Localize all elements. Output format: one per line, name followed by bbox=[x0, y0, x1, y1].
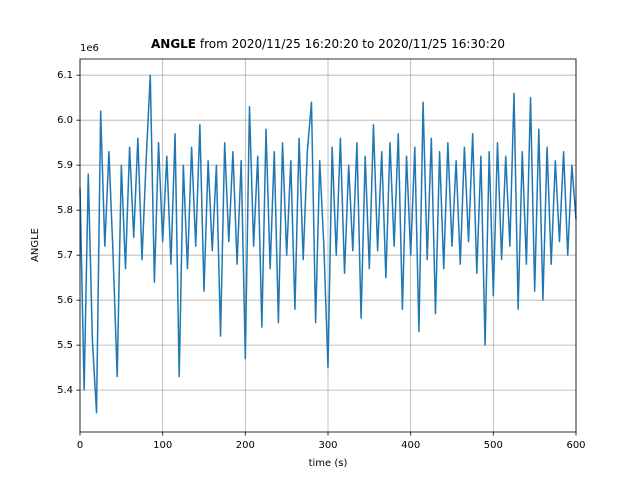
x-tick-label: 300 bbox=[318, 440, 337, 451]
y-tick-label: 5.8 bbox=[57, 205, 73, 216]
y-tick-label: 5.4 bbox=[57, 385, 73, 396]
y-tick-label: 5.9 bbox=[57, 160, 73, 171]
data-line bbox=[79, 74, 577, 414]
y-tick-label: 5.7 bbox=[57, 250, 73, 261]
chart-title: ANGLE from 2020/11/25 16:20:20 to 2020/1… bbox=[151, 37, 505, 51]
x-axis-label: time (s) bbox=[309, 458, 348, 469]
x-tick-label: 600 bbox=[566, 440, 585, 451]
x-tick-label: 100 bbox=[153, 440, 172, 451]
title-variable: ANGLE bbox=[151, 37, 196, 51]
x-tick-label: 400 bbox=[401, 440, 420, 451]
y-axis-label: ANGLE bbox=[30, 228, 41, 262]
plot-frame bbox=[79, 58, 577, 433]
x-tick-label: 500 bbox=[484, 440, 503, 451]
y-tick-label: 6.0 bbox=[57, 115, 73, 126]
x-tick-label: 0 bbox=[77, 440, 83, 451]
y-offset-label: 1e6 bbox=[80, 43, 99, 54]
title-range: from 2020/11/25 16:20:20 to 2020/11/25 1… bbox=[200, 37, 505, 51]
y-tick-label: 5.5 bbox=[57, 340, 73, 351]
x-tick-label: 200 bbox=[236, 440, 255, 451]
y-tick-label: 6.1 bbox=[57, 70, 73, 81]
y-tick-label: 5.6 bbox=[57, 295, 73, 306]
